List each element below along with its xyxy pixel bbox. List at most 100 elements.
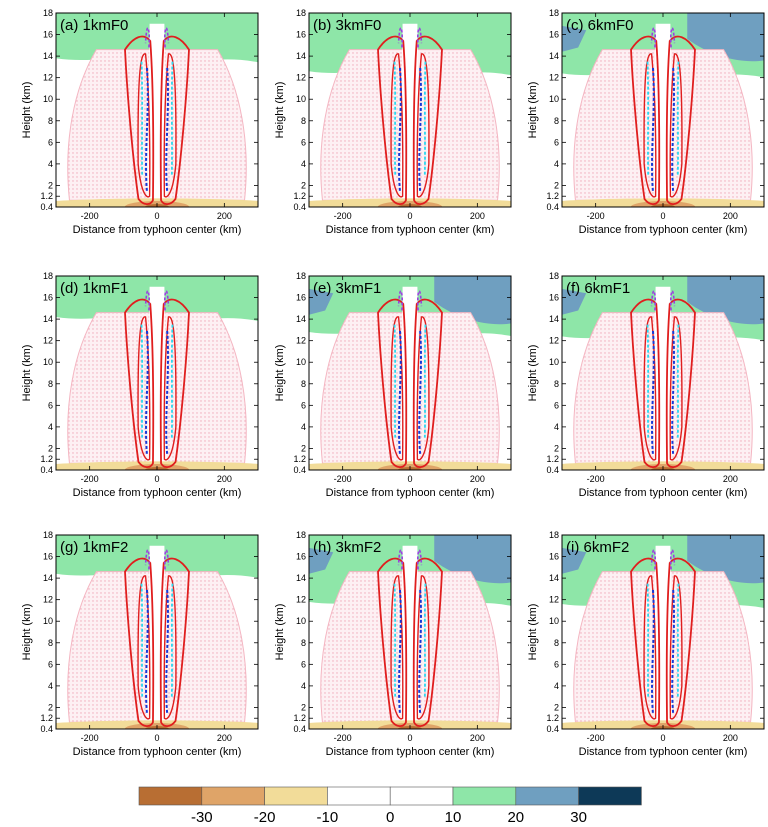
- panel-8: 0.41.22 4 6 8 10 12 14 16 18 -200 0 200 Distance fro…: [274, 530, 512, 758]
- y-tick-label: 8: [554, 379, 559, 389]
- x-tick-label: -200: [334, 474, 352, 484]
- plot-area: [562, 535, 764, 729]
- y-tick-label: 14: [549, 314, 559, 324]
- y-tick-label: 14: [549, 573, 559, 583]
- y-tick-label: 16: [296, 30, 306, 40]
- y-tick-label: 8: [48, 379, 53, 389]
- y-tick-label: 16: [43, 552, 53, 562]
- x-tick-label: 200: [470, 211, 485, 221]
- x-tick-label: -200: [587, 474, 605, 484]
- eyewall-contour-left: [377, 298, 408, 469]
- y-tick-label: 6: [48, 659, 53, 669]
- updraft-contour-cyan: [646, 323, 650, 438]
- y-tick-label: 2: [48, 180, 53, 190]
- updraft-contour-cyan: [676, 60, 680, 175]
- colorbar-segment: [515, 786, 579, 806]
- y-tick-label: 1.2: [40, 191, 53, 201]
- plot-area: [309, 276, 511, 470]
- updraft-contour-cyan: [393, 323, 397, 438]
- y-tick-label: 6: [48, 137, 53, 147]
- plot-area: [309, 13, 511, 207]
- y-tick-label: 1.2: [293, 713, 306, 723]
- x-tick-label: -200: [81, 733, 99, 743]
- y-tick-label: 4: [554, 159, 559, 169]
- y-tick-label: 14: [43, 51, 53, 61]
- y-tick-label: 16: [549, 30, 559, 40]
- eyewall-contour-right: [159, 35, 190, 206]
- panel-2: 0.41.22 4 6 8 10 12 14 16 18 -200 0 200 Distance fro…: [274, 8, 512, 236]
- x-tick-label: 200: [723, 733, 738, 743]
- eyewall-contour-right: [665, 557, 696, 728]
- eyewall-contour-left: [377, 557, 408, 728]
- x-axis-label: Distance from typhoon center (km): [579, 746, 748, 758]
- y-tick-label: 2: [301, 702, 306, 712]
- y-tick-label: 6: [301, 400, 306, 410]
- colorbar-segment: [201, 786, 265, 806]
- updraft-contour-cyan: [170, 582, 174, 697]
- y-tick-label: 10: [549, 94, 559, 104]
- x-axis-label: Distance from typhoon center (km): [326, 746, 495, 758]
- updraft-contour-cyan: [170, 323, 174, 438]
- plot-area: [562, 13, 764, 207]
- panel-label: (g) 1kmF2: [60, 539, 128, 556]
- x-tick-label: 0: [660, 474, 665, 484]
- colorbar-segment: [389, 786, 454, 806]
- y-tick-label: 1.2: [40, 713, 53, 723]
- updraft-contour-cyan: [423, 582, 427, 697]
- y-tick-label: 18: [43, 271, 53, 281]
- y-tick-label: 10: [296, 94, 306, 104]
- y-tick-label: 10: [43, 357, 53, 367]
- x-tick-label: 200: [470, 474, 485, 484]
- y-axis-label: Height (km): [527, 345, 539, 402]
- y-tick-label: 18: [549, 530, 559, 540]
- y-tick-label: 10: [43, 616, 53, 626]
- y-tick-label: 8: [554, 638, 559, 648]
- y-tick-label: 14: [549, 51, 559, 61]
- x-tick-label: -200: [587, 733, 605, 743]
- eyewall-contour-left: [124, 35, 155, 206]
- x-tick-label: 200: [217, 211, 232, 221]
- colorbar-label: 20: [507, 809, 524, 826]
- x-tick-label: -200: [587, 211, 605, 221]
- x-axis-label: Distance from typhoon center (km): [326, 487, 495, 499]
- y-tick-label: 12: [43, 73, 53, 83]
- y-tick-label: 2: [48, 702, 53, 712]
- y-tick-label: 0.4: [293, 202, 306, 212]
- y-tick-label: 0.4: [293, 465, 306, 475]
- plot-area: [56, 276, 258, 470]
- eyewall-contour-right: [159, 298, 190, 469]
- y-tick-label: 6: [554, 137, 559, 147]
- x-axis-label: Distance from typhoon center (km): [73, 746, 242, 758]
- y-tick-label: 10: [549, 616, 559, 626]
- y-tick-label: 2: [301, 180, 306, 190]
- eyewall-contour-right: [159, 557, 190, 728]
- updraft-contour-cyan: [676, 323, 680, 438]
- panel-4: 0.41.22 4 6 8 10 12 14 16 18 -200 0 200 Distance fro…: [21, 271, 259, 499]
- x-tick-label: 200: [723, 474, 738, 484]
- panel-label: (e) 3kmF1: [313, 280, 381, 297]
- y-tick-label: 1.2: [546, 191, 559, 201]
- y-tick-label: 0.4: [40, 465, 53, 475]
- y-tick-label: 14: [296, 51, 306, 61]
- y-tick-label: 8: [301, 379, 306, 389]
- colorbar-label: -30: [191, 809, 213, 826]
- updraft-contour-cyan: [646, 582, 650, 697]
- y-tick-label: 18: [549, 8, 559, 18]
- x-tick-label: 0: [407, 211, 412, 221]
- colorbar-label: 0: [386, 809, 394, 826]
- y-tick-label: 0.4: [546, 465, 559, 475]
- y-tick-label: 4: [48, 422, 53, 432]
- x-axis-label: Distance from typhoon center (km): [579, 224, 748, 236]
- y-tick-label: 14: [43, 573, 53, 583]
- updraft-contour-cyan: [170, 60, 174, 175]
- colorbar-label: -20: [254, 809, 276, 826]
- y-tick-label: 0.4: [546, 202, 559, 212]
- plot-area: [56, 13, 258, 207]
- updraft-contour-cyan: [393, 60, 397, 175]
- y-tick-label: 6: [554, 659, 559, 669]
- y-tick-label: 8: [48, 116, 53, 126]
- panel-label: (h) 3kmF2: [313, 539, 381, 556]
- y-tick-label: 12: [296, 73, 306, 83]
- colorbar-segment: [327, 786, 391, 806]
